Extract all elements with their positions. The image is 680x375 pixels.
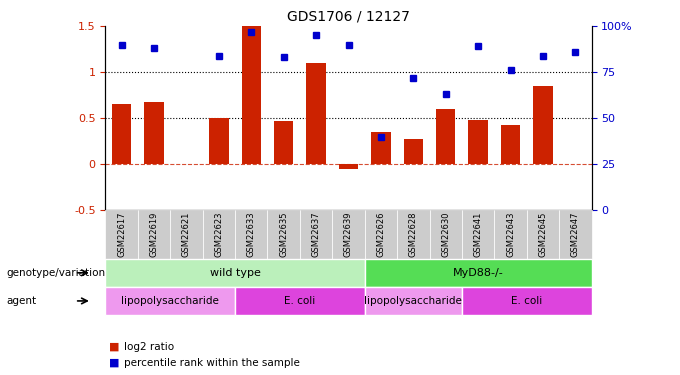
Bar	[307, 63, 326, 164]
Text: E. coli: E. coli	[284, 296, 316, 306]
Bar	[144, 102, 164, 164]
Bar	[274, 121, 293, 164]
Text: GSM22639: GSM22639	[344, 211, 353, 257]
Bar	[371, 132, 390, 164]
Text: GSM22619: GSM22619	[150, 211, 158, 257]
Text: genotype/variation: genotype/variation	[7, 268, 106, 278]
Text: E. coli: E. coli	[511, 296, 543, 306]
Text: GSM22643: GSM22643	[506, 211, 515, 257]
Text: GSM22623: GSM22623	[214, 211, 223, 257]
Text: MyD88-/-: MyD88-/-	[453, 268, 503, 278]
Text: ■: ■	[109, 358, 119, 368]
Bar	[112, 104, 131, 164]
Text: GSM22635: GSM22635	[279, 211, 288, 257]
Bar	[436, 109, 456, 164]
Bar	[533, 86, 553, 164]
Text: GSM22637: GSM22637	[311, 211, 320, 257]
Bar	[404, 139, 423, 164]
Text: GSM22645: GSM22645	[539, 211, 547, 257]
Text: GSM22626: GSM22626	[377, 211, 386, 257]
Text: wild type: wild type	[209, 268, 260, 278]
Text: agent: agent	[7, 296, 37, 306]
Text: GSM22628: GSM22628	[409, 211, 418, 257]
Bar	[501, 124, 520, 164]
Bar	[469, 120, 488, 164]
Text: lipopolysaccharide: lipopolysaccharide	[364, 296, 462, 306]
Text: GSM22641: GSM22641	[474, 211, 483, 257]
Text: lipopolysaccharide: lipopolysaccharide	[121, 296, 219, 306]
Text: GSM22630: GSM22630	[441, 211, 450, 257]
Text: GSM22617: GSM22617	[117, 211, 126, 257]
Text: GSM22621: GSM22621	[182, 211, 191, 257]
Bar	[241, 26, 261, 164]
Title: GDS1706 / 12127: GDS1706 / 12127	[287, 10, 410, 24]
Bar	[339, 164, 358, 169]
Text: log2 ratio: log2 ratio	[124, 342, 174, 352]
Bar	[209, 118, 228, 164]
Text: percentile rank within the sample: percentile rank within the sample	[124, 358, 300, 368]
Text: GSM22647: GSM22647	[571, 211, 580, 257]
Text: ■: ■	[109, 342, 119, 352]
Text: GSM22633: GSM22633	[247, 211, 256, 257]
